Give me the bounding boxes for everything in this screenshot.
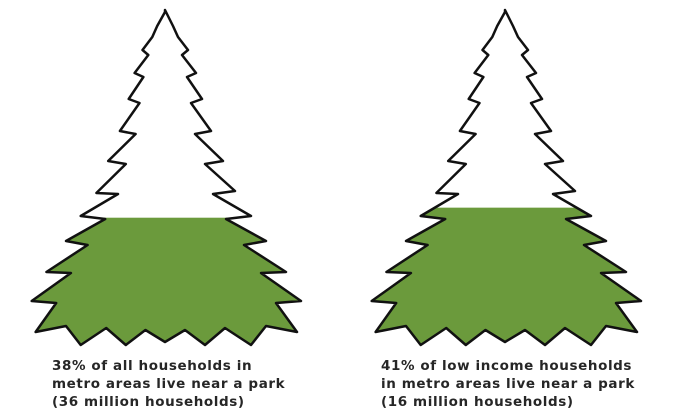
tree-fill <box>31 217 301 345</box>
caption-line: in metro areas live near a park <box>381 376 635 392</box>
tree-outline <box>30 8 303 347</box>
caption-line: 38% of all households in <box>52 358 252 374</box>
tree-outline <box>370 8 643 347</box>
caption-line: (36 million households) <box>52 394 245 410</box>
caption-line: metro areas live near a park <box>52 376 286 392</box>
caption-line: 41% of low income households <box>381 358 632 374</box>
caption-line: (16 million households) <box>381 394 574 410</box>
